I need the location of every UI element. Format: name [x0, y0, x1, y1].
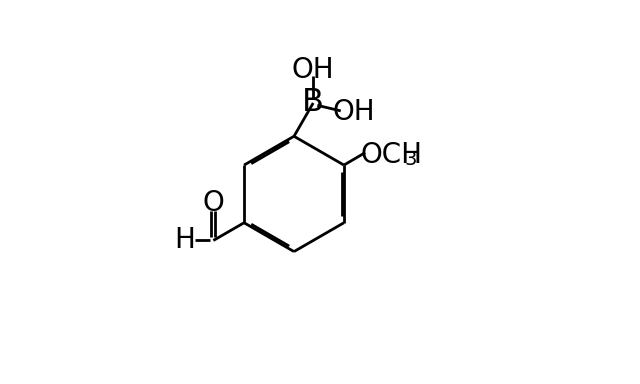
- Text: OH: OH: [332, 98, 375, 126]
- Text: OCH: OCH: [361, 141, 422, 169]
- Text: B: B: [302, 88, 324, 119]
- Text: OH: OH: [292, 56, 335, 84]
- Text: H: H: [174, 227, 195, 255]
- Text: 3: 3: [404, 150, 417, 169]
- Text: O: O: [202, 189, 224, 217]
